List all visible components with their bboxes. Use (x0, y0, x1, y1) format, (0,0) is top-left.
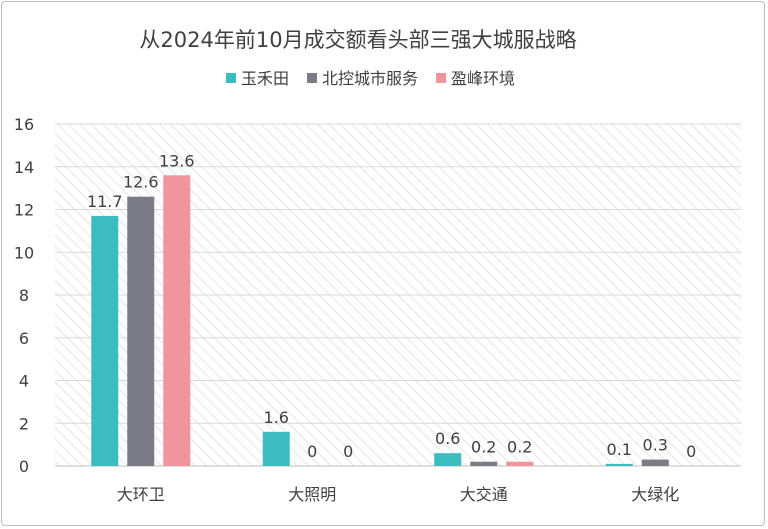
legend: 玉禾田 北控城市服务 盈峰环境 (226, 69, 515, 88)
x-category-label: 大照明 (288, 485, 336, 504)
data-label: 0.2 (471, 438, 496, 457)
bars (91, 175, 669, 467)
bar (163, 175, 191, 467)
legend-swatch (226, 73, 236, 83)
data-label: 0.2 (507, 438, 532, 457)
data-label: 1.6 (264, 408, 289, 427)
y-tick-label: 16 (14, 115, 34, 134)
data-labels: 11.712.613.6 1.6 0 0 0.6 0.2 0.2 0.1 0.3 0 (87, 151, 696, 461)
y-tick-label: 8 (19, 286, 29, 305)
bar (641, 459, 669, 466)
y-tick-label: 10 (14, 243, 34, 262)
data-label: 0 (343, 442, 353, 461)
bar (127, 196, 155, 467)
bar (470, 461, 498, 466)
legend-swatch (436, 73, 447, 83)
x-category-label: 大交通 (460, 485, 508, 504)
bar (262, 431, 290, 466)
legend-label: 北控城市服务 (322, 69, 418, 88)
x-category-label: 大环卫 (117, 485, 165, 504)
data-label: 0 (686, 442, 696, 461)
data-label: 0 (307, 442, 317, 461)
bar (506, 461, 534, 466)
legend-label: 玉禾田 (241, 69, 289, 88)
y-tick-label: 12 (14, 201, 34, 220)
x-axis-categories: 大环卫 大照明 大交通 大绿化 (117, 485, 680, 504)
data-label: 0.3 (643, 436, 668, 455)
data-label: 0.1 (607, 440, 632, 459)
legend-label: 盈峰环境 (451, 69, 515, 88)
data-label: 11.7 (87, 192, 123, 211)
bar (605, 463, 633, 466)
chart-title: 从2024年前10月成交额看头部三强大城服战略 (139, 28, 576, 52)
x-category-label: 大绿化 (631, 485, 679, 504)
y-tick-label: 0 (19, 457, 29, 476)
y-tick-label: 4 (19, 372, 29, 391)
bar (434, 453, 462, 466)
data-label: 13.6 (159, 151, 195, 170)
y-tick-label: 14 (14, 158, 34, 177)
y-axis-ticks: 0 2 4 6 8 10 12 14 16 (14, 115, 34, 476)
y-tick-label: 2 (19, 414, 29, 433)
data-label: 12.6 (123, 173, 159, 192)
bar (91, 215, 119, 466)
y-tick-label: 6 (19, 329, 29, 348)
data-label: 0.6 (435, 429, 460, 448)
legend-swatch (307, 73, 318, 83)
